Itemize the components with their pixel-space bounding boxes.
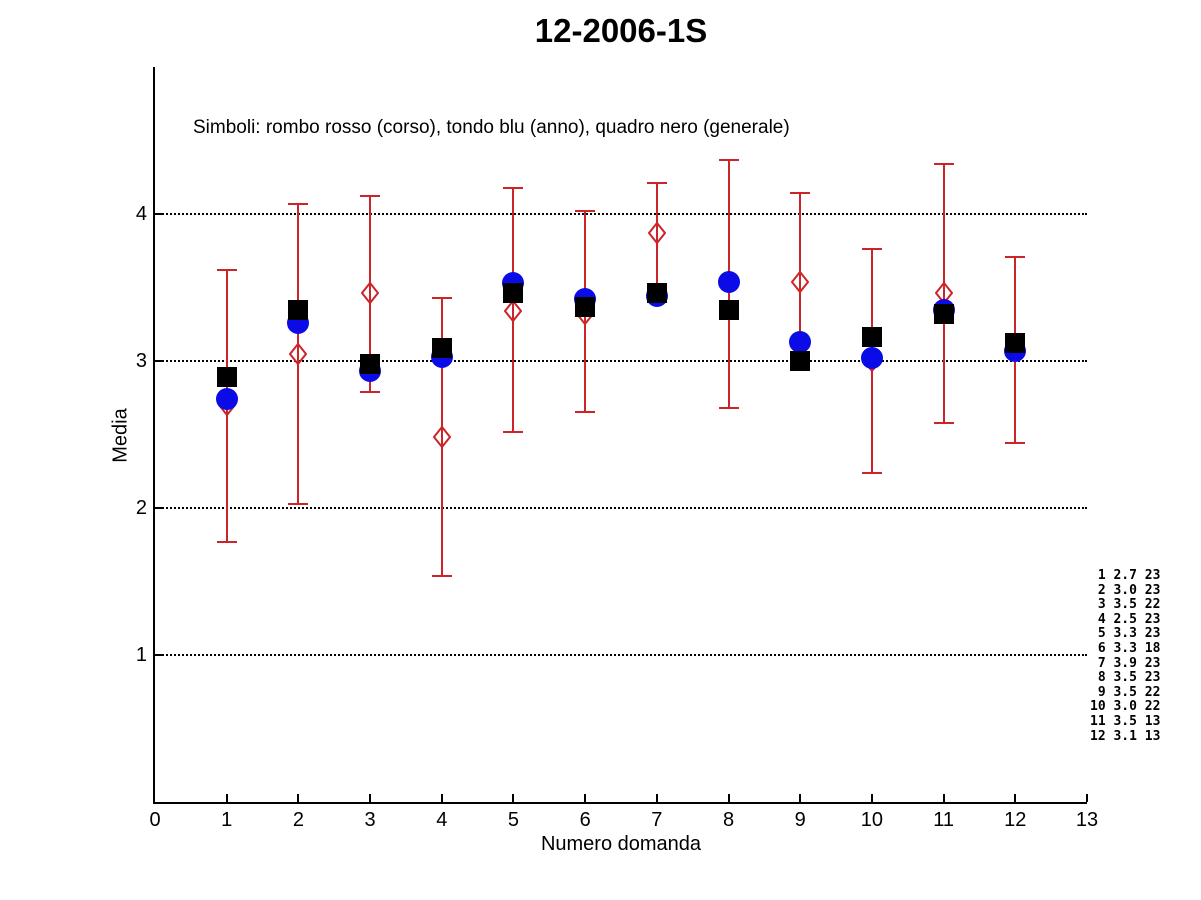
square-marker-generale-q11 <box>933 303 954 324</box>
x-tick-label-6: 6 <box>579 809 591 831</box>
x-axis-label: Numero domanda <box>540 833 702 855</box>
square-marker-generale-q10 <box>861 327 882 348</box>
square-marker-generale-q1 <box>216 367 237 388</box>
errorbar-cap-top-q10 <box>861 248 882 251</box>
errorbar-cap-bottom-q11 <box>933 421 954 424</box>
x-tick-label-9: 9 <box>794 809 806 831</box>
errorbar-line-q5 <box>512 187 515 432</box>
errorbar-cap-bottom-q3 <box>360 390 381 393</box>
gridline-y-3 <box>155 360 1087 362</box>
y-tick-label-3: 3 <box>135 350 147 372</box>
y-tick-2 <box>155 507 163 509</box>
square-marker-generale-q3 <box>360 353 381 374</box>
x-tick-11 <box>942 794 945 802</box>
circle-marker-anno-q1 <box>215 388 238 411</box>
square-marker-generale-q5 <box>503 283 524 304</box>
diamond-marker-corso-q2 <box>289 342 308 366</box>
diamond-marker-corso-q5 <box>504 299 523 323</box>
x-tick-label-8: 8 <box>722 809 735 831</box>
circle-marker-anno-q10 <box>860 347 883 370</box>
x-tick-label-1: 1 <box>221 809 233 831</box>
errorbar-line-q4 <box>440 297 443 576</box>
diamond-marker-corso-q3 <box>360 281 380 305</box>
errorbar-line-q2 <box>297 203 300 504</box>
x-tick-10 <box>870 794 873 802</box>
errorbar-line-q7 <box>655 183 658 285</box>
gridline-y-4 <box>155 213 1087 215</box>
errorbar-cap-top-q12 <box>1005 255 1026 258</box>
errorbar-cap-top-q7 <box>646 182 667 185</box>
errorbar-cap-top-q4 <box>431 296 452 299</box>
y-axis-line <box>153 67 155 804</box>
errorbar-cap-top-q1 <box>216 268 237 271</box>
x-tick-label-13: 13 <box>1075 809 1099 831</box>
errorbar-cap-bottom-q8 <box>718 407 739 410</box>
errorbar-cap-bottom-q6 <box>575 411 596 414</box>
x-tick-2 <box>297 794 300 802</box>
x-tick-8 <box>727 794 730 802</box>
square-marker-generale-q8 <box>718 299 739 320</box>
errorbar-cap-top-q5 <box>503 186 524 189</box>
errorbar-line-q3 <box>369 196 372 392</box>
plot-area: Simboli: rombo rosso (corso), tondo blu … <box>136 67 1098 831</box>
errorbar-cap-top-q2 <box>288 202 309 205</box>
stats-table: 1 2.7 23 2 3.0 23 3 3.5 22 4 2.5 23 5 3.… <box>1090 568 1161 744</box>
x-tick-5 <box>512 794 515 802</box>
diamond-marker-corso-q9 <box>790 270 810 294</box>
square-marker-generale-q12 <box>1005 333 1026 354</box>
y-axis-label: Media <box>109 408 132 463</box>
x-tick-label-11: 11 <box>933 809 954 831</box>
errorbar-cap-bottom-q1 <box>216 540 237 543</box>
y-tick-label-1: 1 <box>135 644 147 666</box>
diamond-marker-corso-q4 <box>432 425 452 450</box>
x-tick-4 <box>440 794 443 802</box>
errorbar-cap-top-q6 <box>575 210 596 213</box>
errorbar-cap-top-q11 <box>933 163 954 166</box>
chart-title: 12-2006-1S <box>534 12 708 49</box>
square-marker-generale-q7 <box>646 283 667 304</box>
y-tick-label-4: 4 <box>135 203 147 225</box>
errorbar-cap-top-q9 <box>790 192 811 195</box>
x-tick-6 <box>584 794 587 802</box>
errorbar-line-q11 <box>942 164 945 423</box>
circle-marker-anno-q9 <box>789 330 812 353</box>
errorbar-cap-top-q3 <box>360 195 381 198</box>
legend-annotation: Simboli: rombo rosso (corso), tondo blu … <box>193 117 790 138</box>
diamond-marker-corso-q7 <box>647 221 667 245</box>
errorbar-cap-top-q8 <box>718 158 739 161</box>
errorbar-cap-bottom-q4 <box>431 574 452 577</box>
x-tick-7 <box>655 794 658 802</box>
errorbar-cap-bottom-q10 <box>861 471 882 474</box>
y-tick-label-2: 2 <box>135 497 147 519</box>
x-tick-label-4: 4 <box>436 809 448 831</box>
x-tick-3 <box>369 794 372 802</box>
x-tick-label-3: 3 <box>364 809 376 831</box>
x-tick-1 <box>225 794 228 802</box>
errorbar-line-q9 <box>799 193 802 369</box>
gridline-y-1 <box>155 654 1087 656</box>
y-tick-4 <box>155 213 163 215</box>
square-marker-generale-q4 <box>431 337 452 358</box>
errorbar-cap-bottom-q5 <box>503 430 524 433</box>
x-tick-9 <box>799 794 802 802</box>
errorbar-cap-bottom-q12 <box>1005 442 1026 445</box>
x-tick-12 <box>1014 794 1017 802</box>
y-tick-3 <box>155 360 163 362</box>
circle-marker-anno-q8 <box>717 270 740 293</box>
x-tick-label-7: 7 <box>651 809 663 831</box>
x-tick-label-10: 10 <box>860 809 884 831</box>
x-tick-label-0: 0 <box>149 809 161 831</box>
x-tick-13 <box>1086 794 1088 802</box>
x-tick-label-5: 5 <box>507 809 520 831</box>
x-axis-line <box>153 802 1087 804</box>
square-marker-generale-q9 <box>790 351 811 371</box>
x-tick-label-12: 12 <box>1004 809 1027 831</box>
gridline-y-2 <box>155 507 1087 509</box>
x-tick-label-2: 2 <box>292 809 304 831</box>
y-tick-1 <box>155 654 163 656</box>
square-marker-generale-q2 <box>288 299 309 320</box>
square-marker-generale-q6 <box>575 296 596 317</box>
errorbar-cap-bottom-q2 <box>288 502 309 505</box>
